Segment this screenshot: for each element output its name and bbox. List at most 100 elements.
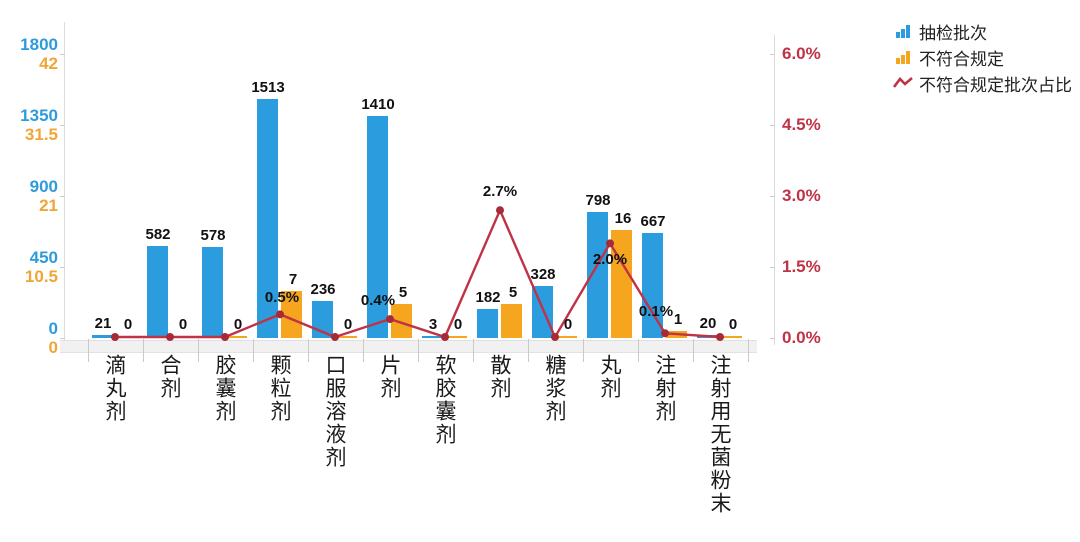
y-axis-tick [60, 338, 65, 339]
bar-value-label-noncompliant: 0 [728, 316, 738, 333]
y-axis-label-sampled: 1350 [20, 106, 58, 125]
bar-noncompliant [171, 336, 192, 338]
y-axis-tick [60, 125, 65, 126]
bar-value-label-noncompliant: 0 [343, 316, 353, 333]
x-axis-category-tick [142, 339, 144, 362]
legend-item-noncompliant: 不符合规定 [893, 44, 1072, 70]
bar-noncompliant [391, 304, 412, 338]
y-axis-tick [770, 125, 775, 126]
legend-label: 不符合规定批次占比 [919, 75, 1072, 95]
y-axis-label-percent: 0.0% [782, 328, 821, 347]
y-axis-tick [60, 267, 65, 268]
x-axis-category-tick [582, 339, 584, 362]
x-axis-label: 丸剂 [598, 354, 622, 400]
x-axis-category-tick [197, 339, 199, 362]
bar-sampled-batches [422, 336, 443, 338]
x-axis-label: 口服溶液剂 [323, 354, 347, 469]
x-axis-category-tick [252, 339, 254, 362]
orange-bars-icon [893, 50, 913, 64]
x-axis-label: 糖浆剂 [543, 354, 567, 423]
legend-mini-bar [896, 58, 900, 64]
line-percent-label: 0.5% [264, 289, 300, 307]
x-axis-label: 胶囊剂 [213, 354, 237, 423]
bar-noncompliant [446, 336, 467, 338]
x-axis-label: 软胶囊剂 [433, 354, 457, 446]
y-axis-tick [60, 196, 65, 197]
x-axis-category-tick [417, 339, 419, 362]
x-axis-label: 片剂 [378, 354, 402, 400]
bar-value-label-noncompliant: 16 [614, 210, 632, 227]
bar-noncompliant [336, 336, 357, 338]
legend-label: 不符合规定 [919, 49, 1004, 69]
bar-value-label-sampled: 1410 [361, 96, 395, 113]
bar-sampled-batches [532, 286, 553, 338]
bar-noncompliant [116, 336, 137, 338]
y-axis-label-percent: 1.5% [782, 257, 821, 276]
bar-sampled-batches [202, 247, 223, 338]
bar-value-label-sampled: 21 [94, 315, 112, 332]
y-axis-label-percent: 3.0% [782, 186, 821, 205]
bar-sampled-batches [312, 301, 333, 338]
red-line-icon [893, 76, 913, 90]
bar-noncompliant [226, 336, 247, 338]
x-axis-label: 散剂 [488, 354, 512, 400]
bar-noncompliant [611, 230, 632, 338]
line-percent-label: 2.7% [482, 183, 518, 201]
bar-value-label-noncompliant: 5 [508, 284, 518, 301]
legend-mini-bar [901, 55, 905, 64]
bar-value-label-sampled: 582 [145, 226, 171, 243]
x-axis-label: 合剂 [158, 354, 182, 400]
bar-value-label-noncompliant: 7 [288, 271, 298, 288]
legend-item-sampled-batches: 抽检批次 [893, 18, 1072, 44]
x-axis-category-tick [307, 339, 309, 362]
bar-value-label-noncompliant: 0 [453, 316, 463, 333]
y-axis-label-percent: 4.5% [782, 115, 821, 134]
bar-noncompliant [501, 304, 522, 338]
bar-sampled-batches [477, 309, 498, 338]
line-point-marker [496, 206, 504, 215]
x-axis-label: 滴丸剂 [103, 354, 127, 423]
y-axis-line-right [774, 35, 775, 345]
legend-item-noncompliant-ratio: 不符合规定批次占比 [893, 70, 1072, 96]
y-axis-label-noncompliant: 31.5 [24, 125, 58, 144]
x-axis-label: 注射剂 [653, 354, 677, 423]
bar-value-label-noncompliant: 0 [178, 316, 188, 333]
y-axis-label-sampled: 900 [29, 177, 58, 196]
bar-value-label-sampled: 236 [310, 281, 336, 298]
bar-value-label-sampled: 328 [530, 266, 556, 283]
blue-bars-icon [893, 24, 913, 38]
x-axis-category-tick [87, 339, 89, 362]
y-axis-label-noncompliant: 21 [39, 196, 58, 215]
bar-value-label-noncompliant: 0 [123, 316, 133, 333]
y-axis-tick [60, 54, 65, 55]
bar-value-label-sampled: 578 [200, 227, 226, 244]
bar-value-label-noncompliant: 5 [398, 284, 408, 301]
bar-value-label-noncompliant: 1 [673, 311, 683, 328]
bar-sampled-batches [697, 335, 718, 338]
line-percent-label: 0.1% [638, 303, 674, 321]
y-axis-label-sampled: 450 [29, 248, 58, 267]
bar-sampled-batches [147, 246, 168, 338]
bar-noncompliant [721, 336, 742, 338]
y-axis-tick [770, 267, 775, 268]
bar-sampled-batches [92, 335, 113, 338]
bar-sampled-batches [587, 212, 608, 338]
x-axis-category-tick [472, 339, 474, 362]
x-axis-category-tick [747, 339, 749, 362]
bar-noncompliant [666, 331, 687, 338]
legend-mini-bar [896, 32, 900, 38]
bar-value-label-sampled: 798 [585, 192, 611, 209]
legend-mini-bar [906, 51, 910, 64]
y-axis-line-left [64, 22, 65, 352]
bar-value-label-sampled: 667 [640, 213, 666, 230]
line-percent-label: 2.0% [592, 251, 628, 269]
bar-value-label-sampled: 182 [475, 289, 501, 306]
bar-value-label-noncompliant: 0 [233, 316, 243, 333]
bar-value-label-sampled: 1513 [251, 79, 285, 96]
y-axis-label-noncompliant: 10.5 [24, 267, 58, 286]
bar-sampled-batches [642, 233, 663, 338]
y-axis-label-percent: 6.0% [782, 44, 821, 63]
bar-value-label-noncompliant: 0 [563, 316, 573, 333]
x-axis-band [60, 340, 757, 353]
